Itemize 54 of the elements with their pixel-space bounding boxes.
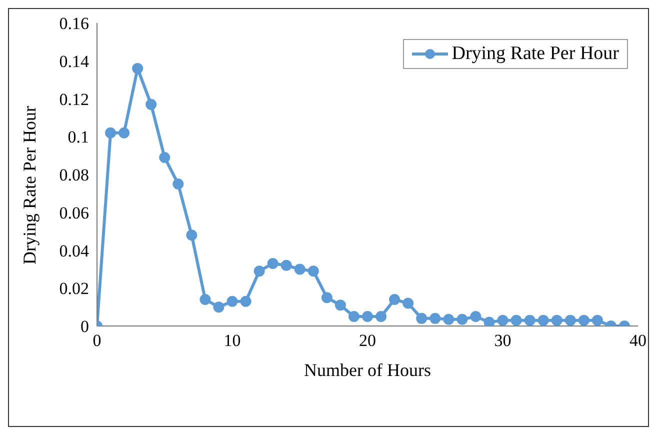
point xyxy=(551,314,562,326)
x-tick-label: 10 xyxy=(224,331,241,350)
point xyxy=(376,311,387,322)
point xyxy=(443,314,454,325)
legend-label: Drying Rate Per Hour xyxy=(452,43,619,65)
point xyxy=(592,314,603,326)
y-tick-label: 0.08 xyxy=(59,166,89,185)
x-tick-label: 20 xyxy=(359,331,376,350)
point xyxy=(510,314,522,326)
point xyxy=(470,311,482,322)
point xyxy=(200,294,211,305)
y-tick-label: 0.1 xyxy=(68,128,89,147)
point xyxy=(267,258,278,270)
point xyxy=(280,260,292,271)
y-tick-label: 0 xyxy=(80,317,89,336)
x-tick-label: 40 xyxy=(630,331,646,350)
point xyxy=(430,312,441,324)
point xyxy=(105,127,116,138)
point xyxy=(497,314,508,326)
y-tick-label: 0.12 xyxy=(59,90,89,109)
point xyxy=(132,62,144,74)
point xyxy=(348,311,360,322)
point xyxy=(254,266,265,277)
point xyxy=(456,314,468,325)
point xyxy=(213,302,224,313)
point xyxy=(416,312,428,324)
point xyxy=(186,230,198,241)
point xyxy=(240,296,252,307)
x-axis-title: Number of Hours xyxy=(304,360,431,380)
y-tick-label: 0.02 xyxy=(59,279,89,298)
point xyxy=(578,314,590,326)
point xyxy=(308,266,319,277)
point xyxy=(146,98,157,110)
x-tick-label: 0 xyxy=(92,331,102,350)
y-tick-label: 0.16 xyxy=(59,14,89,34)
x-tick-label: 30 xyxy=(494,331,512,350)
point xyxy=(402,298,414,309)
point xyxy=(118,127,130,138)
point xyxy=(524,314,536,326)
y-tick-label: 0.04 xyxy=(59,241,90,260)
y-axis-title: Drying Rate Per Hour xyxy=(19,106,40,264)
point xyxy=(172,178,184,190)
point xyxy=(389,294,400,305)
point xyxy=(321,292,332,304)
point xyxy=(564,314,576,326)
y-tick-label: 0.14 xyxy=(59,52,90,71)
point xyxy=(294,264,306,275)
point xyxy=(362,311,373,322)
point xyxy=(538,314,549,326)
point xyxy=(484,316,495,326)
y-tick-label: 0.06 xyxy=(59,203,89,222)
point xyxy=(334,300,346,311)
point xyxy=(226,296,238,307)
point xyxy=(159,152,170,163)
